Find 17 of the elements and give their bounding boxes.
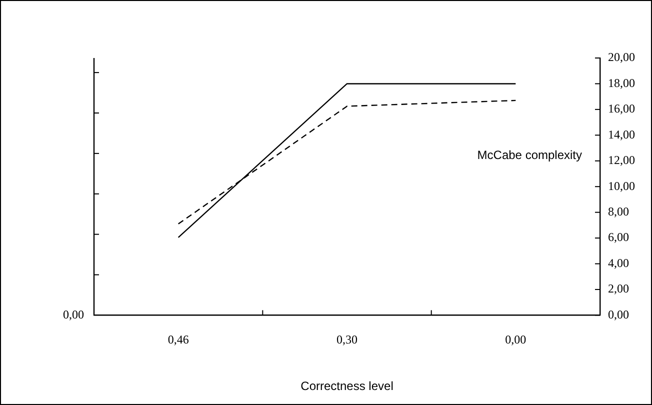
x-axis-title: Correctness level	[300, 379, 394, 394]
y2-tick-label: 20,00	[608, 50, 635, 64]
y2-tick-label: 8,00	[608, 204, 629, 218]
x-tick-label: 0,00	[505, 332, 526, 347]
y2-tick-label: 16,00	[608, 102, 635, 116]
x-tick-label: 0,30	[336, 332, 358, 347]
y2-tick-label: 2,00	[608, 282, 629, 296]
text: 0,00	[63, 307, 84, 322]
y2-axis-title: McCabe complexity	[477, 148, 582, 162]
y2-tick-label: 4,00	[608, 256, 629, 270]
y2-tick-label: 0,00	[608, 307, 629, 322]
y2-tick-label: 12,00	[608, 153, 635, 168]
y2-tick-label: 18,00	[608, 76, 635, 90]
y2-tick-label: 6,00	[608, 230, 629, 244]
x-tick-label: 0,46	[168, 332, 189, 347]
y2-tick-label: 10,00	[608, 178, 635, 193]
y2-tick-label: 14,00	[608, 127, 635, 142]
